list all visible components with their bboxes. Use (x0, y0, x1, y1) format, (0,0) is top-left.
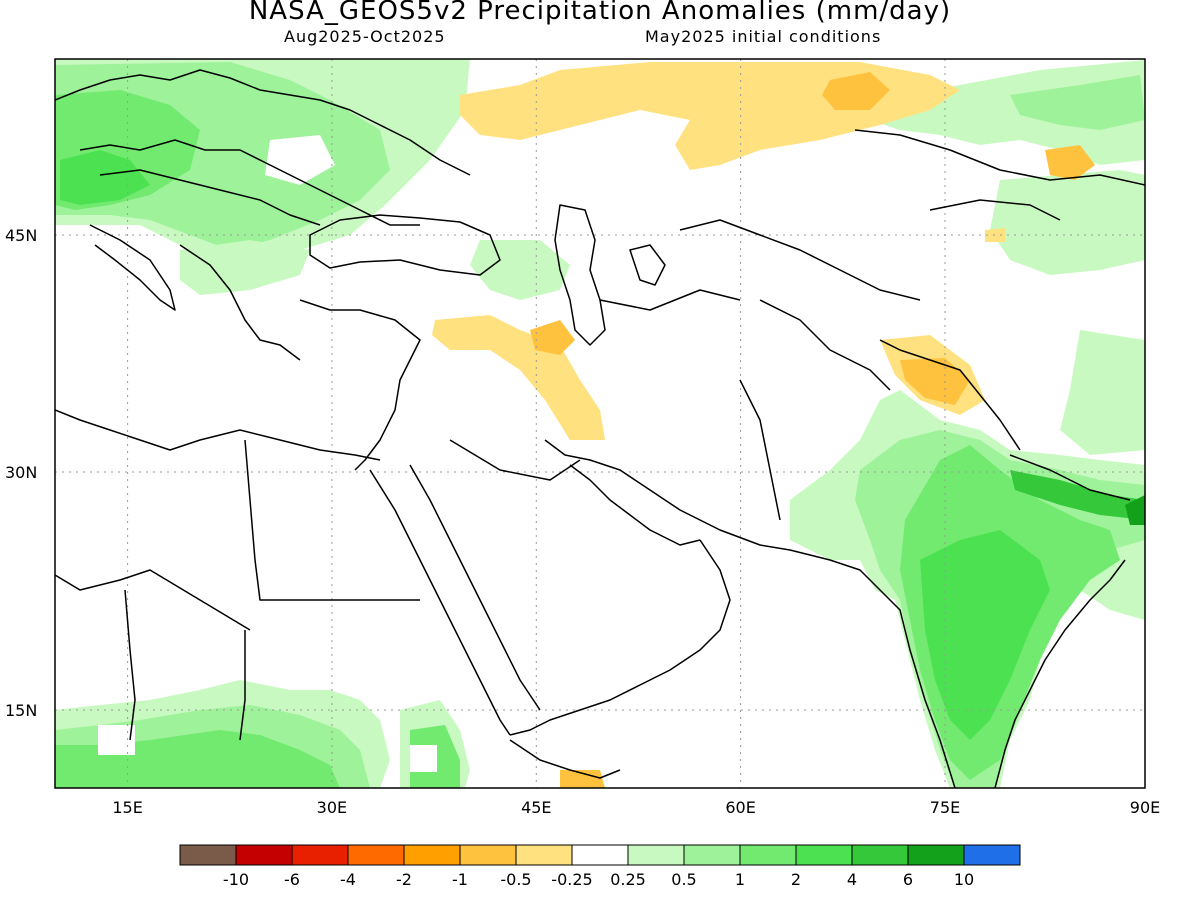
legend-label: 2 (791, 870, 801, 889)
lon-label-45: 45E (521, 798, 551, 817)
lat-tick-labels: 45N 30N 15N (5, 226, 37, 720)
legend-swatch (963, 844, 1021, 866)
legend-label: -0.25 (551, 870, 592, 889)
legend-label: 4 (847, 870, 857, 889)
anomaly-europe-gap (265, 135, 335, 185)
anomaly-mongolia-light (990, 170, 1145, 275)
map-frame (54, 58, 1146, 789)
anomaly-europe-core (60, 150, 150, 205)
legend-swatch (515, 844, 573, 866)
legend-swatch (347, 844, 405, 866)
legend-swatch (795, 844, 853, 866)
lon-label-90: 90E (1130, 798, 1160, 817)
legend-label: -10 (223, 870, 249, 889)
legend-label: -2 (396, 870, 412, 889)
anomaly-dry-kazakh-light (460, 62, 960, 170)
lon-label-15: 15E (112, 798, 142, 817)
legend-swatch (739, 844, 797, 866)
lon-label-30: 30E (317, 798, 347, 817)
anomaly-india-core (920, 530, 1050, 740)
legend-label: -0.5 (500, 870, 531, 889)
legend-label: 0.25 (610, 870, 646, 889)
legend-swatch (907, 844, 965, 866)
anomaly-nepal-strip (1010, 470, 1145, 520)
legend-label: 6 (903, 870, 913, 889)
legend-swatch (403, 844, 461, 866)
anomaly-fields (55, 59, 1145, 788)
anomaly-dry-mongolia-spot (1045, 145, 1095, 180)
anomaly-china-light (1060, 330, 1145, 455)
legend-swatch (851, 844, 909, 866)
legend-label: -4 (340, 870, 356, 889)
anomaly-dry-turkey-mid (530, 320, 575, 355)
anomaly-dry-kazakh-mid (822, 72, 890, 110)
coastlines (55, 69, 1145, 788)
color-legend: -10 -6 -4 -2 -1 -0.5 -0.25 0.25 0.5 1 2 4 6 10 (179, 844, 1021, 889)
anomaly-dry-iraq-light (432, 315, 605, 440)
legend-label: 10 (954, 870, 974, 889)
lat-label-45: 45N (5, 226, 37, 245)
anomaly-balkan-light (180, 240, 310, 295)
legend-label: 1 (735, 870, 745, 889)
legend-label: -6 (284, 870, 300, 889)
legend-swatch (627, 844, 685, 866)
legend-swatch (459, 844, 517, 866)
legend-swatch (179, 844, 237, 866)
grid-lines (55, 59, 1145, 788)
lon-label-75: 75E (930, 798, 960, 817)
legend-swatch (571, 844, 629, 866)
forecast-period: Aug2025-Oct2025 (284, 27, 446, 46)
lon-label-60: 60E (725, 798, 755, 817)
anomaly-dry-kashmir-mid (900, 358, 970, 405)
legend-label: -1 (452, 870, 468, 889)
anomaly-gap-1 (98, 725, 135, 755)
legend-swatch (235, 844, 293, 866)
legend-swatch (683, 844, 741, 866)
anomaly-dry-somalia (560, 770, 605, 788)
anomaly-bangladesh-dark (1125, 495, 1145, 525)
anomaly-north-mid (1010, 75, 1145, 130)
lat-label-30: 30N (5, 463, 37, 482)
initial-conditions: May2025 initial conditions (645, 27, 882, 46)
legend-swatch (291, 844, 349, 866)
lon-tick-labels: 15E 30E 45E 60E 75E 90E (112, 798, 1160, 817)
anomaly-caucasus-light (470, 240, 570, 300)
anomaly-gap-2 (410, 745, 437, 772)
map-title: NASA_GEOS5v2 Precipitation Anomalies (mm… (248, 0, 952, 26)
lat-label-15: 15N (5, 701, 37, 720)
legend-label: 0.5 (671, 870, 696, 889)
